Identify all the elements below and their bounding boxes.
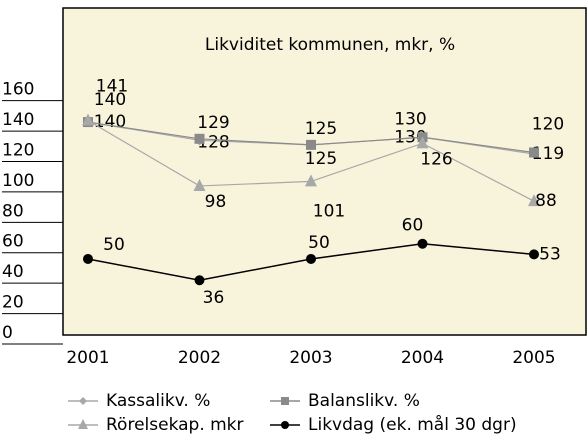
point	[305, 174, 317, 187]
point	[417, 238, 428, 249]
x-tick-label: 2004	[401, 348, 444, 368]
point	[194, 133, 205, 144]
data-label: 50	[308, 233, 330, 253]
point	[528, 194, 540, 207]
data-label: 140	[94, 90, 126, 110]
point	[193, 178, 206, 191]
y-tick-label: 120	[2, 140, 34, 160]
legend-marker	[78, 419, 88, 429]
y-tick-label: 20	[2, 293, 24, 313]
data-label: 60	[402, 216, 424, 236]
data-label: 36	[203, 288, 225, 308]
y-tick-label: 40	[2, 262, 24, 282]
y-tick-label: 140	[2, 110, 34, 130]
data-label: 98	[205, 192, 227, 212]
y-tick-label: 60	[2, 232, 24, 252]
x-tick-label: 2002	[178, 348, 221, 368]
plot-area	[62, 7, 587, 336]
legend-marker	[79, 397, 87, 405]
x-tick-label: 2003	[289, 348, 332, 368]
y-tick-label: 80	[2, 201, 24, 221]
data-label: 128	[197, 132, 229, 152]
legend-marker	[281, 397, 289, 405]
chart-title: Likviditet kommunen, mkr, %	[205, 35, 455, 55]
point	[306, 253, 316, 264]
legend-label: Likvdag (ek. mål 30 dgr)	[308, 414, 517, 435]
y-tick-label: 160	[2, 80, 34, 100]
point	[82, 113, 94, 126]
legend-label: Kassalikv. %	[106, 391, 210, 411]
point	[83, 253, 93, 264]
data-label: 140	[94, 112, 126, 132]
data-label: 141	[96, 77, 128, 97]
data-label: 101	[313, 201, 345, 221]
data-label: 88	[535, 191, 557, 211]
data-label: 129	[197, 113, 229, 133]
data-label: 53	[539, 244, 561, 264]
data-label: 119	[532, 144, 564, 164]
point	[529, 147, 539, 158]
data-label: 126	[420, 149, 452, 169]
legend-label: Balanslikv. %	[308, 391, 420, 411]
data-label: 130	[394, 109, 426, 129]
data-label: 50	[103, 235, 125, 255]
point	[529, 249, 539, 260]
point	[416, 136, 429, 149]
data-label: 120	[532, 114, 564, 134]
y-tick-label: 0	[2, 323, 13, 343]
x-tick-label: 2005	[512, 348, 555, 368]
point	[306, 139, 316, 150]
data-label: 125	[305, 149, 337, 169]
legend-marker	[281, 421, 289, 429]
data-label: 125	[305, 119, 337, 139]
x-tick-label: 2001	[66, 348, 109, 368]
legend-label: Rörelsekap. mkr	[106, 415, 244, 435]
point	[194, 275, 205, 286]
y-tick-label: 100	[2, 171, 34, 191]
